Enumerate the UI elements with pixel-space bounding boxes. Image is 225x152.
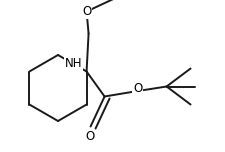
Text: NH: NH [64, 57, 82, 70]
Text: O: O [82, 5, 91, 18]
Text: O: O [85, 130, 94, 143]
Text: O: O [132, 82, 142, 95]
